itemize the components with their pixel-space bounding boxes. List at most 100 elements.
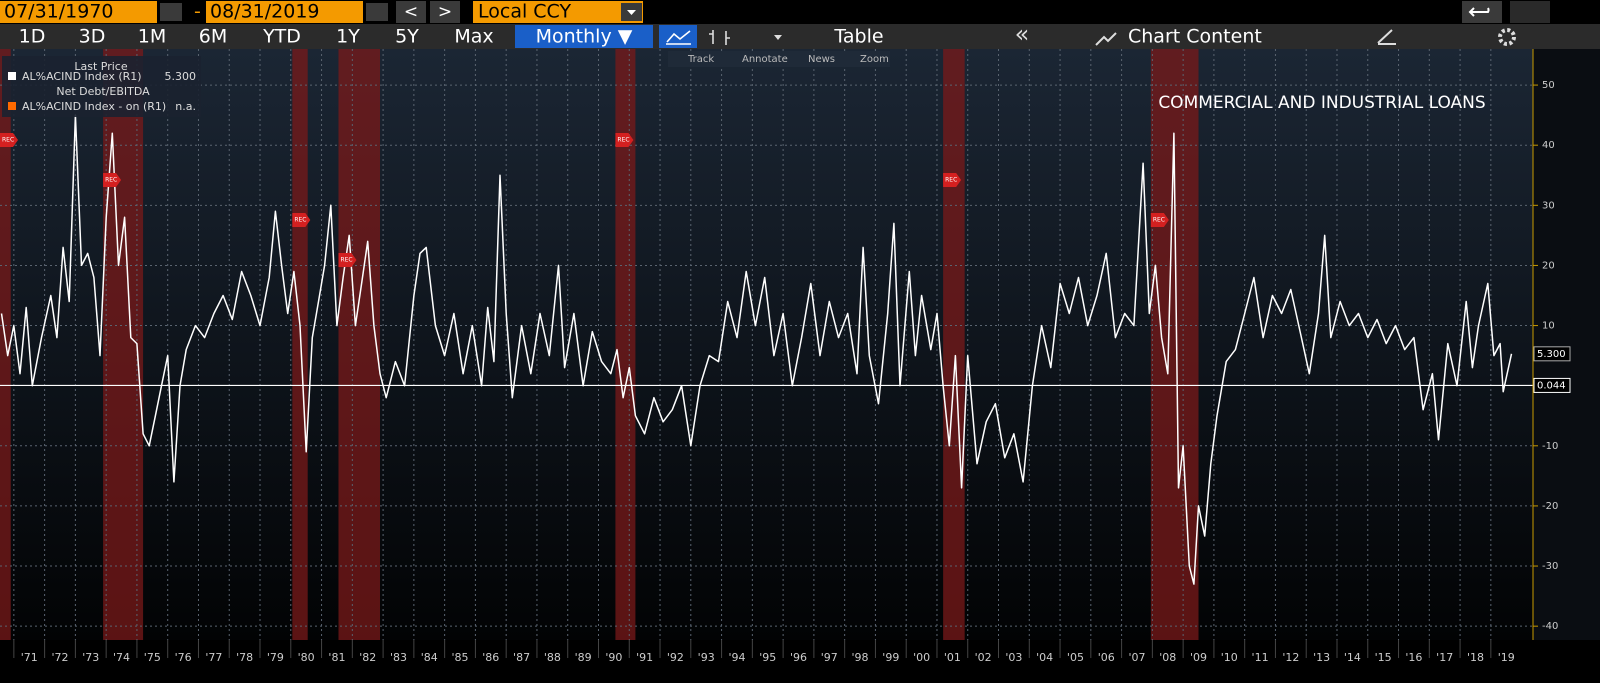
reference-tag [1533, 377, 1571, 393]
series-line [0, 114, 1513, 585]
x-tick-label: '75 [144, 651, 161, 664]
x-tick-label: '95 [759, 651, 776, 664]
settings-icon[interactable] [1498, 28, 1516, 46]
chart-tools-bar [668, 51, 890, 67]
collapse-button[interactable]: « [1015, 20, 1030, 48]
x-tick-label: '17 [1436, 651, 1453, 664]
chart-tool[interactable]: Zoom [860, 54, 889, 65]
chart-content-icon [1095, 32, 1117, 46]
x-tick-label: '16 [1405, 651, 1422, 664]
next-button[interactable] [430, 1, 460, 23]
x-tick-label: '11 [1252, 651, 1269, 664]
x-tick-label: '83 [390, 651, 407, 664]
legend-header: Last Price [74, 60, 127, 73]
period-button[interactable]: YTD [262, 26, 301, 48]
x-tick-label: '03 [1005, 651, 1022, 664]
recession-label: REC [294, 217, 306, 224]
legend-entry: AL%ACIND Index - on (R1) [22, 100, 166, 113]
x-tick-label: '91 [636, 651, 653, 664]
recession-band [943, 49, 965, 640]
frequency-button[interactable] [515, 25, 653, 48]
next-label: > [438, 2, 452, 22]
last-price-tag [1533, 346, 1571, 362]
bar-chart-button[interactable] [700, 25, 740, 48]
x-tick-label: '93 [698, 651, 715, 664]
recession-flag [103, 173, 122, 187]
y-tick-label: 30 [1542, 200, 1555, 211]
recession-flag [615, 133, 634, 147]
recession-label: REC [945, 177, 957, 184]
end-date: 08/31/2019 [210, 1, 320, 23]
period-button[interactable]: 1Y [336, 26, 360, 48]
x-tick-label: '80 [298, 651, 315, 664]
x-tick-label: '82 [359, 651, 376, 664]
chart-tool[interactable]: News [808, 54, 835, 65]
recession-label: REC [2, 137, 14, 144]
date-field[interactable] [0, 1, 157, 23]
y-tick-label: 10 [1542, 321, 1555, 332]
y-tick-label: -40 [1542, 621, 1558, 632]
x-tick-label: '86 [482, 651, 499, 664]
chart-title: COMMERCIAL AND INDUSTRIAL LOANS [1158, 93, 1485, 113]
x-tick-label: '06 [1098, 651, 1115, 664]
recession-flag [943, 173, 962, 187]
recession-label: REC [1153, 217, 1165, 224]
period-button[interactable]: 6M [199, 26, 227, 48]
x-tick-label: '77 [205, 651, 222, 664]
x-tick-label: '97 [821, 651, 838, 664]
y-tick-label: 40 [1542, 140, 1555, 151]
x-tick-label: '74 [113, 651, 130, 664]
redo-button[interactable] [1510, 1, 1550, 23]
x-tick-label: '79 [267, 651, 284, 664]
x-tick-label: '18 [1467, 651, 1484, 664]
x-tick-label: '13 [1313, 651, 1330, 664]
recession-band [338, 49, 381, 640]
x-tick-label: '84 [421, 651, 438, 664]
bar-icon [709, 30, 730, 45]
x-tick-label: '09 [1190, 651, 1207, 664]
calendar-button[interactable] [160, 3, 182, 21]
period-button[interactable]: Max [454, 26, 493, 48]
period-button[interactable]: 5Y [395, 26, 419, 48]
period-buttons: 1D 3D 1M 6M YTD 1Y 5Y Max [19, 26, 494, 48]
frequency: Monthly ▼ [536, 26, 633, 48]
x-tick-label: '78 [236, 651, 253, 664]
reference-label: 0.044 [1537, 380, 1566, 391]
calendar-button[interactable] [366, 3, 388, 21]
recession-band [615, 49, 636, 640]
x-tick-label: '98 [852, 651, 869, 664]
x-tick-label: '76 [175, 651, 192, 664]
x-tick-label: '12 [1282, 651, 1299, 664]
undo-icon [1468, 7, 1490, 17]
recession-label: REC [617, 137, 629, 144]
x-tick-label: '85 [452, 651, 469, 664]
period-button[interactable]: 1D [19, 26, 46, 48]
recession-label: REC [340, 257, 352, 264]
x-tick-label: '99 [882, 651, 899, 664]
recession-flag [292, 213, 311, 227]
prev-button[interactable] [396, 1, 426, 23]
y-tick-label: 20 [1542, 260, 1555, 271]
period-button[interactable]: 1M [138, 26, 166, 48]
x-tick-label: '71 [21, 651, 38, 664]
x-tick-label: '81 [328, 651, 345, 664]
x-tick-label: '04 [1036, 651, 1053, 664]
date-field[interactable] [206, 1, 363, 23]
chart-tool[interactable]: Track [687, 54, 714, 65]
table-button[interactable]: Table [833, 26, 883, 48]
x-tick-label: '88 [544, 651, 561, 664]
edit-icon[interactable] [1377, 29, 1396, 45]
axis-area [1533, 49, 1600, 640]
x-tick-label: '96 [790, 651, 807, 664]
currency: Local CCY [478, 1, 571, 23]
plot-area [0, 49, 1533, 640]
chart-content-button[interactable]: Chart Content [1128, 26, 1262, 48]
period-button[interactable]: 3D [79, 26, 106, 48]
legend-entry: AL%ACIND Index (R1) [22, 70, 142, 83]
x-tick-label: '90 [605, 651, 622, 664]
currency-field[interactable] [473, 1, 643, 23]
recession-band [292, 49, 308, 640]
x-tick-label: '07 [1128, 651, 1145, 664]
legend-value: 5.300 [165, 70, 197, 83]
chart-tool[interactable]: Annotate [742, 54, 788, 65]
